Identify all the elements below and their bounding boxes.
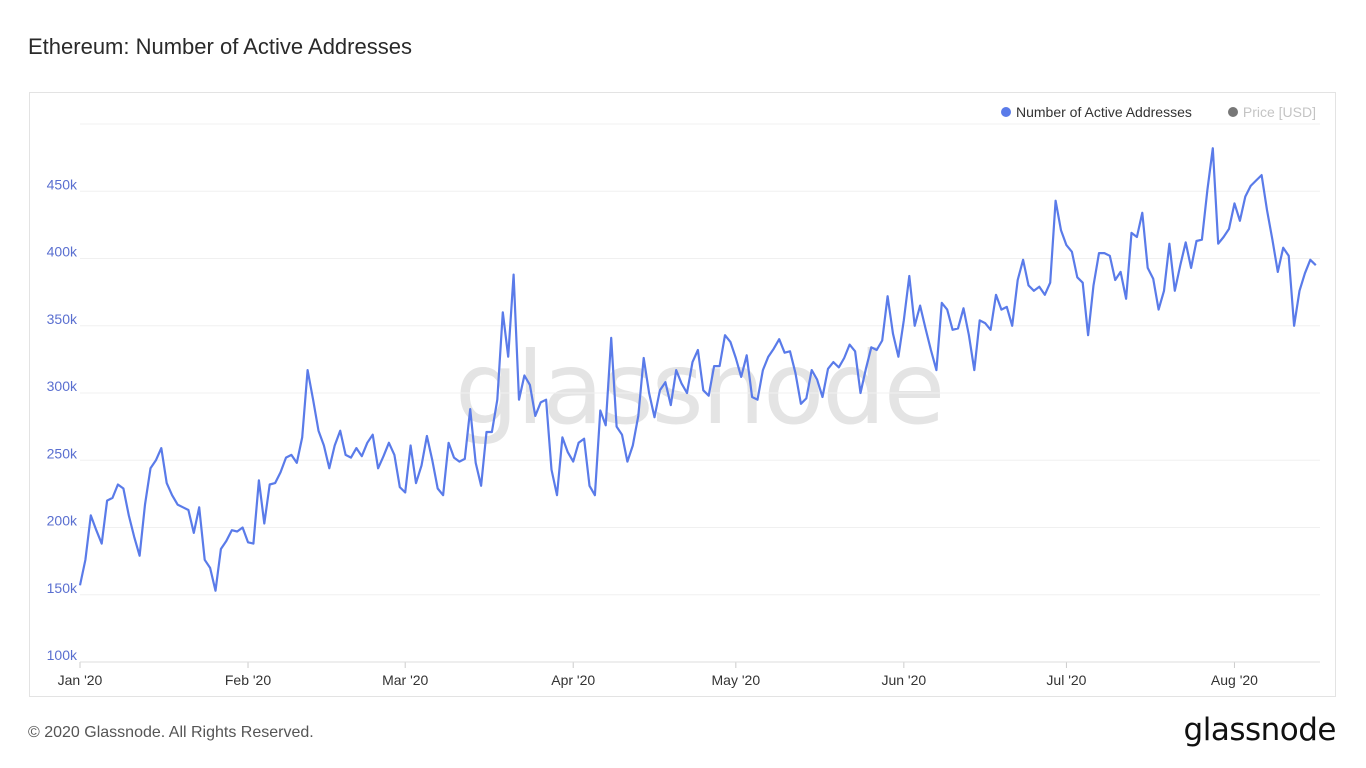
y-tick-label: 350k bbox=[47, 311, 78, 327]
legend-item-active-addresses[interactable]: Number of Active Addresses bbox=[1001, 104, 1192, 120]
x-tick-label: May '20 bbox=[712, 672, 761, 688]
series-line-active-addresses[interactable] bbox=[78, 147, 1317, 592]
x-tick-label: Feb '20 bbox=[225, 672, 271, 688]
chart-frame bbox=[29, 92, 1336, 697]
legend-label: Number of Active Addresses bbox=[1016, 104, 1192, 120]
x-tick-label: Jul '20 bbox=[1046, 672, 1086, 688]
x-tick-label: Mar '20 bbox=[382, 672, 428, 688]
glassnode-logo[interactable]: glassnode bbox=[1183, 712, 1337, 748]
watermark: glassnode bbox=[455, 330, 945, 447]
legend-dot-icon bbox=[1001, 107, 1011, 117]
y-tick-label: 250k bbox=[47, 445, 78, 461]
y-tick-label: 200k bbox=[47, 513, 78, 529]
x-tick-label: Jun '20 bbox=[881, 672, 926, 688]
y-tick-label: 300k bbox=[47, 378, 78, 394]
chart-title: Ethereum: Number of Active Addresses bbox=[28, 34, 412, 59]
y-tick-label: 450k bbox=[47, 176, 78, 192]
x-tick-label: Apr '20 bbox=[551, 672, 595, 688]
y-tick-label: 400k bbox=[47, 244, 78, 260]
legend: Number of Active Addresses Price [USD] bbox=[1001, 104, 1316, 120]
copyright: © 2020 Glassnode. All Rights Reserved. bbox=[28, 724, 314, 741]
x-tick-label: Jan '20 bbox=[58, 672, 103, 688]
y-tick-label: 150k bbox=[47, 580, 78, 596]
legend-item-price[interactable]: Price [USD] bbox=[1227, 104, 1316, 120]
legend-label: Price [USD] bbox=[1242, 104, 1316, 120]
x-tick-label: Aug '20 bbox=[1211, 672, 1258, 688]
legend-dot-icon bbox=[1227, 107, 1238, 117]
y-tick-label: 100k bbox=[47, 647, 78, 663]
